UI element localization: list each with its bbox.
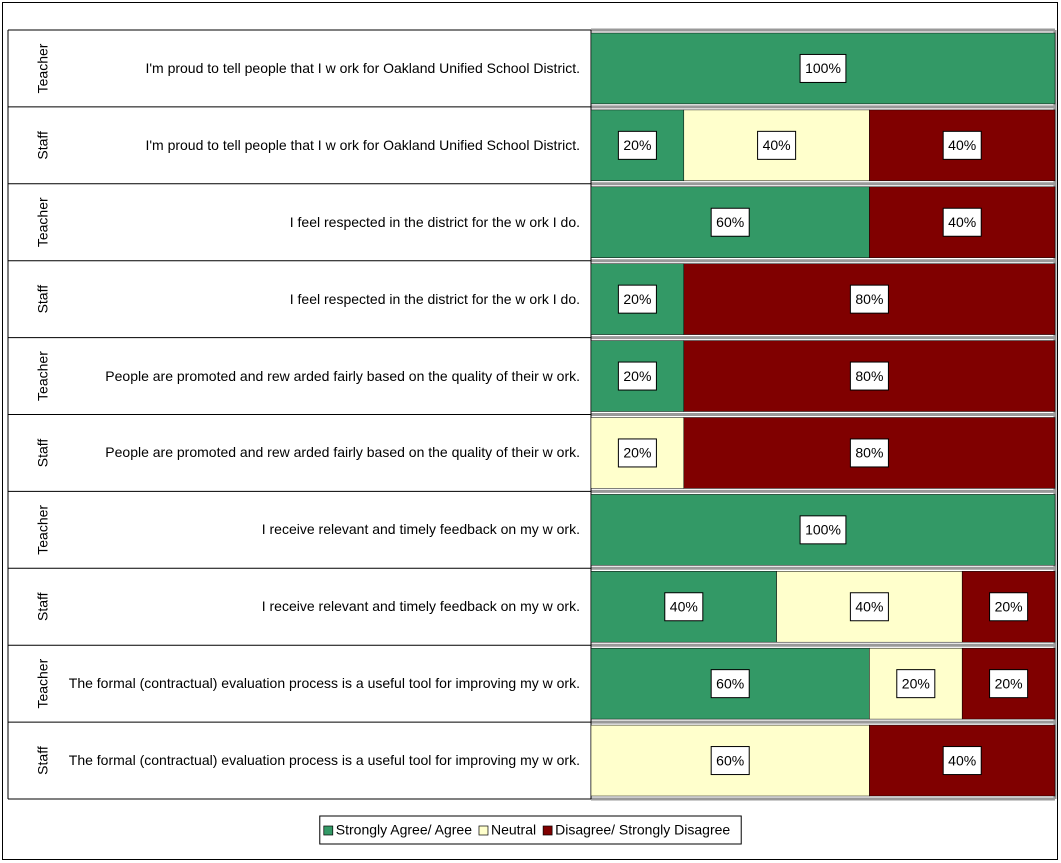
category-label: I receive relevant and timely feedback o… — [62, 568, 580, 645]
legend-swatch — [478, 825, 489, 836]
legend-box — [319, 815, 742, 845]
value-label: 20% — [623, 137, 651, 153]
value-label-box — [942, 130, 982, 160]
category-label: I'm proud to tell people that I w ork fo… — [62, 107, 580, 184]
value-label-box — [989, 669, 1029, 699]
group-label: Teacher — [35, 197, 51, 247]
category-text: I receive relevant and timely feedback o… — [261, 521, 580, 538]
value-label-box — [617, 284, 657, 314]
value-label: 60% — [716, 752, 744, 768]
value-label: 100% — [805, 522, 841, 538]
category-text: I feel respected in the district for the… — [289, 290, 580, 307]
group-label: Staff — [35, 592, 51, 621]
category-text: I'm proud to tell people that I w ork fo… — [145, 136, 580, 153]
value-label-box — [849, 438, 889, 468]
category-label: People are promoted and rew arded fairly… — [62, 415, 580, 492]
value-label: 80% — [855, 445, 883, 461]
legend: Strongly Agree/ Agree Neutral Disagree/ St… — [319, 815, 742, 845]
category-text: The formal (contractual) evaluation proc… — [68, 675, 580, 692]
value-label-box — [617, 361, 657, 391]
value-label: 20% — [902, 675, 930, 691]
value-label: 20% — [623, 445, 651, 461]
value-label: 20% — [623, 291, 651, 307]
group-label: Staff — [35, 285, 51, 314]
group-label: Teacher — [35, 658, 51, 708]
value-label-box — [757, 130, 797, 160]
value-label-box — [710, 746, 750, 776]
group-label: Staff — [35, 131, 51, 160]
value-label: 20% — [995, 598, 1023, 614]
value-label-box — [896, 669, 936, 699]
value-label-box — [942, 746, 982, 776]
value-label-box — [799, 53, 847, 83]
value-label: 40% — [948, 752, 976, 768]
category-label: I receive relevant and timely feedback o… — [62, 491, 580, 568]
category-label: I'm proud to tell people that I w ork fo… — [62, 30, 580, 107]
value-label-box — [942, 207, 982, 237]
value-label: 20% — [623, 368, 651, 384]
legend-label: Strongly Agree/ Agree — [336, 822, 472, 838]
category-label: The formal (contractual) evaluation proc… — [62, 645, 580, 722]
category-text: The formal (contractual) evaluation proc… — [68, 752, 580, 769]
category-label: The formal (contractual) evaluation proc… — [62, 722, 580, 799]
value-label-box — [617, 438, 657, 468]
value-label: 80% — [855, 291, 883, 307]
group-label: Staff — [35, 439, 51, 468]
category-text: I'm proud to tell people that I w ork fo… — [145, 59, 580, 76]
value-label: 100% — [805, 60, 841, 76]
value-label: 40% — [855, 598, 883, 614]
legend-label: Disagree/ Strongly Disagree — [555, 822, 730, 838]
group-label: Teacher — [35, 505, 51, 555]
value-label: 40% — [670, 598, 698, 614]
value-label: 60% — [716, 675, 744, 691]
category-text: People are promoted and rew arded fairly… — [105, 444, 580, 461]
value-label-box — [849, 361, 889, 391]
group-label: Teacher — [35, 43, 51, 93]
group-label: Staff — [35, 746, 51, 775]
group-label: Teacher — [35, 351, 51, 401]
value-label: 60% — [716, 214, 744, 230]
value-label-box — [799, 515, 847, 545]
value-label-box — [710, 207, 750, 237]
value-label-box — [710, 669, 750, 699]
value-label-box — [617, 130, 657, 160]
value-label-box — [664, 592, 704, 622]
legend-swatch — [323, 825, 334, 836]
category-text: I receive relevant and timely feedback o… — [261, 598, 580, 615]
value-label-box — [989, 592, 1029, 622]
legend-label: Neutral — [491, 822, 536, 838]
category-label: I feel respected in the district for the… — [62, 184, 580, 261]
category-label: I feel respected in the district for the… — [62, 261, 580, 338]
value-label: 40% — [948, 137, 976, 153]
category-label: People are promoted and rew arded fairly… — [62, 338, 580, 415]
value-label-box — [849, 284, 889, 314]
legend-swatch — [542, 825, 553, 836]
value-label-box — [849, 592, 889, 622]
category-text: I feel respected in the district for the… — [289, 213, 580, 230]
value-label: 20% — [995, 675, 1023, 691]
value-label: 80% — [855, 368, 883, 384]
value-label: 40% — [948, 214, 976, 230]
value-label: 40% — [763, 137, 791, 153]
category-text: People are promoted and rew arded fairly… — [105, 367, 580, 384]
